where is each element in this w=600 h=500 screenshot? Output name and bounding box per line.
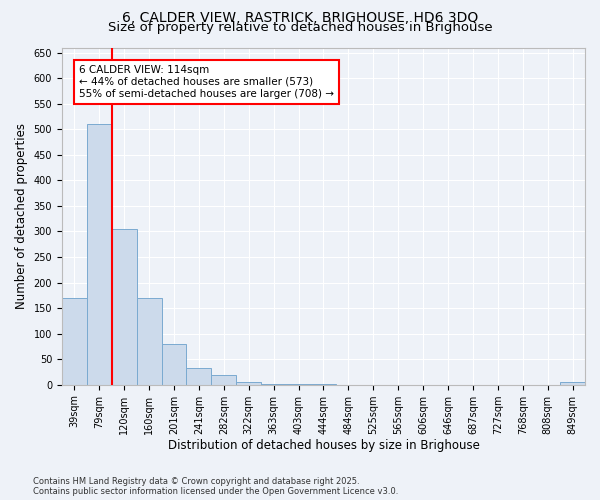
Bar [137, 298, 161, 384]
Text: 6 CALDER VIEW: 114sqm
← 44% of detached houses are smaller (573)
55% of semi-det: 6 CALDER VIEW: 114sqm ← 44% of detached … [79, 66, 334, 98]
X-axis label: Distribution of detached houses by size in Brighouse: Distribution of detached houses by size … [167, 440, 479, 452]
Bar [560, 382, 585, 384]
Y-axis label: Number of detached properties: Number of detached properties [15, 123, 28, 309]
Bar [211, 374, 236, 384]
Bar [87, 124, 112, 384]
Bar [62, 298, 87, 384]
Text: 6, CALDER VIEW, RASTRICK, BRIGHOUSE, HD6 3DQ: 6, CALDER VIEW, RASTRICK, BRIGHOUSE, HD6… [122, 11, 478, 25]
Bar [187, 368, 211, 384]
Bar [112, 229, 137, 384]
Bar [236, 382, 261, 384]
Text: Contains HM Land Registry data © Crown copyright and database right 2025.
Contai: Contains HM Land Registry data © Crown c… [33, 476, 398, 496]
Bar [161, 344, 187, 385]
Text: Size of property relative to detached houses in Brighouse: Size of property relative to detached ho… [107, 22, 493, 35]
